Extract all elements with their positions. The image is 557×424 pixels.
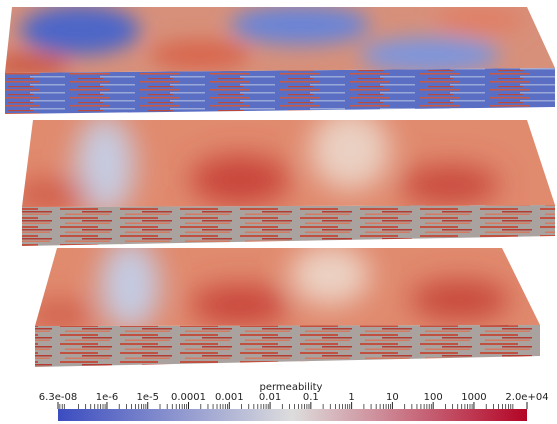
scene: permeability 6.3e-081e-61e-50.00010.0010… [0, 0, 557, 424]
tick-label: 0.001 [215, 392, 244, 403]
tick-label: 1 [348, 392, 354, 403]
tick-label: 10 [386, 392, 399, 403]
slab-top [0, 240, 557, 335]
tick-label: 1000 [461, 392, 486, 403]
slab-side [5, 68, 555, 114]
tick-label: 0.01 [259, 392, 281, 403]
colorbar-ticks: 6.3e-08 1e-6 1e-5 0.0001 0.001 0.01 0.1 1 10 100 1… [39, 392, 549, 409]
tick-label: 100 [424, 392, 443, 403]
tick-label: 1e-6 [96, 392, 119, 403]
slab-top [0, 0, 557, 80]
tick-label: 6.3e-08 [39, 392, 77, 403]
slab-top [0, 110, 557, 220]
slab-side [22, 205, 555, 246]
tick-label: 0.0001 [171, 392, 206, 403]
colorbar [58, 409, 527, 421]
tick-label: 1e-5 [136, 392, 159, 403]
slab-side [35, 325, 540, 367]
tick-label: 2.0e+04 [505, 392, 548, 403]
tick-label: 0.1 [303, 392, 319, 403]
